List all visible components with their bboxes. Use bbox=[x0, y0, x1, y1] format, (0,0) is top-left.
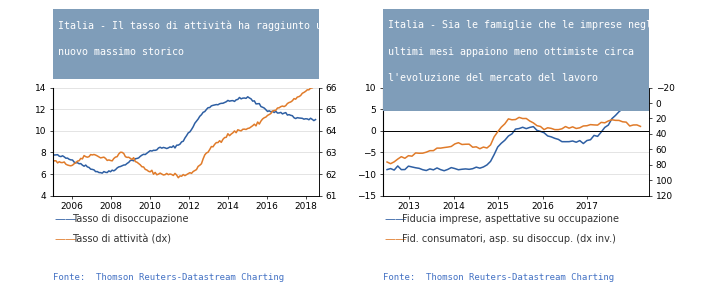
Text: Tasso di attività (dx): Tasso di attività (dx) bbox=[72, 234, 171, 244]
Text: ——: —— bbox=[384, 214, 406, 224]
Text: Tasso di disoccupazione: Tasso di disoccupazione bbox=[72, 214, 189, 224]
Text: Italia - Sia le famiglie che le imprese negli: Italia - Sia le famiglie che le imprese … bbox=[388, 20, 658, 30]
Text: Italia - Il tasso di attività ha raggiunto un: Italia - Il tasso di attività ha raggiun… bbox=[58, 20, 329, 31]
Text: Fid. consumatori, asp. su disoccup. (dx inv.): Fid. consumatori, asp. su disoccup. (dx … bbox=[402, 234, 616, 244]
Text: ——: —— bbox=[54, 214, 77, 224]
Text: ——: —— bbox=[54, 234, 77, 244]
Text: l'evoluzione del mercato del lavoro: l'evoluzione del mercato del lavoro bbox=[388, 73, 598, 83]
Text: ——: —— bbox=[384, 234, 406, 244]
Text: Fiducia imprese, aspettative su occupazione: Fiducia imprese, aspettative su occupazi… bbox=[402, 214, 619, 224]
Text: Fonte:  Thomson Reuters-Datastream Charting: Fonte: Thomson Reuters-Datastream Charti… bbox=[383, 273, 614, 282]
Text: Fonte:  Thomson Reuters-Datastream Charting: Fonte: Thomson Reuters-Datastream Charti… bbox=[53, 273, 284, 282]
Text: ultimi mesi appaiono meno ottimiste circa: ultimi mesi appaiono meno ottimiste circ… bbox=[388, 47, 634, 57]
Text: nuovo massimo storico: nuovo massimo storico bbox=[58, 47, 184, 57]
